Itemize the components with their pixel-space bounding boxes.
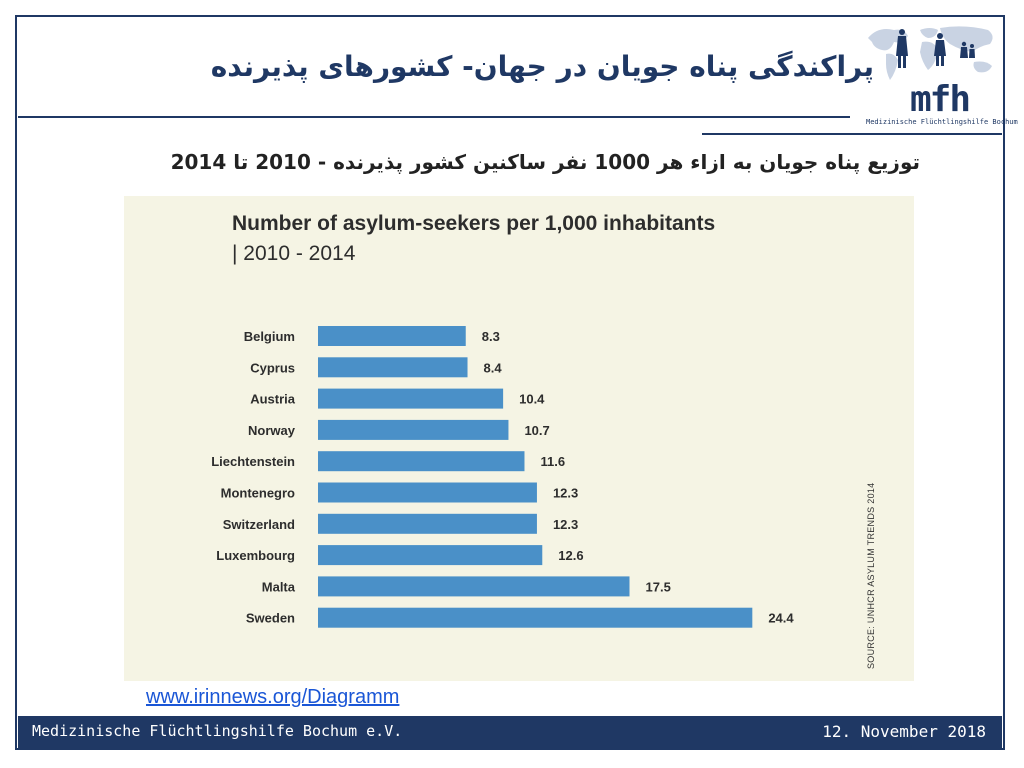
category-label: Luxembourg bbox=[216, 548, 295, 563]
value-label: 8.4 bbox=[484, 360, 503, 375]
world-map-icon bbox=[868, 26, 993, 80]
source-link[interactable]: www.irinnews.org/Diagramm bbox=[146, 686, 400, 708]
bar-liechtenstein bbox=[318, 451, 525, 472]
bar-cyprus bbox=[318, 357, 468, 378]
title-divider bbox=[18, 116, 850, 118]
category-label: Liechtenstein bbox=[211, 454, 295, 469]
bar-sweden bbox=[318, 607, 753, 628]
slide-title: پراکندگی پناه جویان در جهان- کشورهای پذی… bbox=[210, 50, 874, 83]
chart-title: Number of asylum-seekers per 1,000 inhab… bbox=[232, 212, 716, 235]
category-label: Cyprus bbox=[250, 360, 295, 375]
chart-panel: Number of asylum-seekers per 1,000 inhab… bbox=[124, 196, 914, 681]
bar-malta bbox=[318, 576, 630, 597]
category-label: Austria bbox=[250, 392, 296, 407]
footer-date: 12. November 2018 bbox=[822, 722, 986, 741]
category-label: Sweden bbox=[246, 611, 295, 626]
value-label: 12.3 bbox=[553, 517, 578, 532]
category-label: Montenegro bbox=[221, 486, 295, 501]
bar-montenegro bbox=[318, 482, 537, 503]
logo-text: mfh bbox=[910, 79, 971, 120]
value-label: 10.4 bbox=[519, 392, 545, 407]
bar-belgium bbox=[318, 326, 466, 346]
value-label: 17.5 bbox=[646, 579, 671, 594]
footer-organization: Medizinische Flüchtlingshilfe Bochum e.V… bbox=[32, 722, 403, 740]
bar-luxembourg bbox=[318, 545, 543, 566]
footer-bar: Medizinische Flüchtlingshilfe Bochum e.V… bbox=[18, 716, 1002, 748]
logo-subtext: Medizinische Flüchtlingshilfe Bochum bbox=[866, 118, 1018, 126]
value-label: 12.3 bbox=[553, 486, 578, 501]
category-label: Switzerland bbox=[223, 517, 295, 532]
value-label: 10.7 bbox=[524, 423, 549, 438]
value-label: 11.6 bbox=[540, 454, 565, 469]
chart-source-note: SOURCE: UNHCR ASYLUM TRENDS 2014 bbox=[866, 482, 876, 669]
bar-chart: Belgium 8.3 Cyprus 8.4 Austria 10.4 Norway 10.7… bbox=[211, 326, 794, 628]
value-label: 24.4 bbox=[768, 611, 794, 626]
logo-divider bbox=[702, 133, 1002, 135]
value-label: 12.6 bbox=[558, 548, 583, 563]
chart-subtitle: | 2010 - 2014 bbox=[232, 242, 356, 265]
value-label: 8.3 bbox=[482, 329, 500, 344]
bar-austria bbox=[318, 388, 504, 409]
bar-switzerland bbox=[318, 513, 537, 534]
bar-norway bbox=[318, 419, 509, 440]
category-label: Malta bbox=[262, 579, 296, 594]
mfh-logo: mfh Medizinische Flüchtlingshilfe Bochum bbox=[862, 18, 1018, 126]
slide-subtitle: توزیع پناه جویان به ازاء هر 1000 نفر ساک… bbox=[170, 150, 920, 174]
category-label: Norway bbox=[248, 423, 296, 438]
category-label: Belgium bbox=[244, 329, 295, 344]
